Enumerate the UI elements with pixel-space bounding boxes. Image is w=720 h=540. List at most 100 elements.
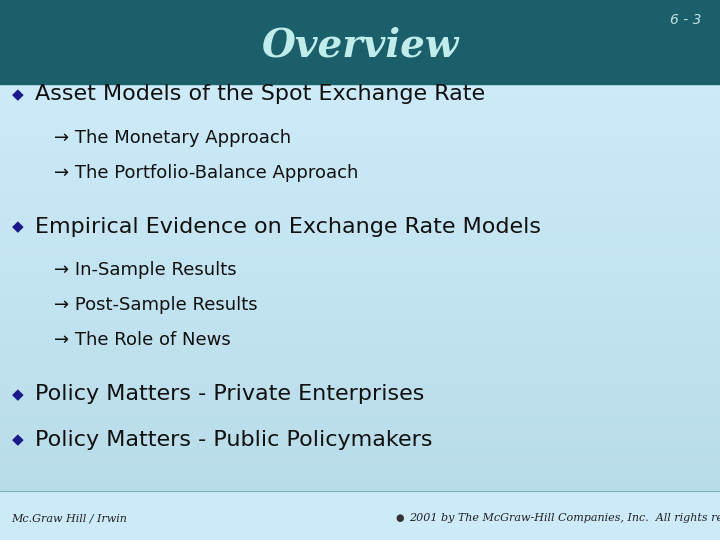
Bar [0,208,720,210]
Text: Overview: Overview [261,27,459,65]
Bar [0,157,720,159]
Bar [0,161,720,163]
Bar [0,249,720,251]
Bar [0,134,720,137]
Bar [0,477,720,479]
Text: Policy Matters - Public Policymakers: Policy Matters - Public Policymakers [35,430,432,450]
Text: ◆: ◆ [12,387,24,402]
Bar [0,106,720,108]
Bar [0,487,720,489]
Text: → The Portfolio-Balance Approach: → The Portfolio-Balance Approach [54,164,359,182]
Bar [0,404,720,406]
Bar [0,226,720,228]
Bar [0,255,720,257]
Bar [0,461,720,463]
Bar [0,449,720,450]
Bar [0,192,720,194]
Bar [0,145,720,147]
Bar [0,279,720,281]
Bar [0,430,720,433]
Bar [0,84,720,86]
Bar [0,450,720,453]
Bar [0,133,720,134]
Bar [0,120,720,123]
Bar [0,302,720,304]
Bar [0,242,720,245]
Bar [0,149,720,151]
Bar [0,418,720,420]
Bar [0,247,720,249]
Text: → The Role of News: → The Role of News [54,331,230,349]
Bar [0,237,720,239]
Bar [0,143,720,145]
Bar [0,118,720,120]
Bar [0,324,720,326]
Bar [0,241,720,242]
Bar [0,306,720,308]
Bar [0,436,720,438]
Bar [0,273,720,275]
Bar [0,123,720,125]
Text: 2001 by The McGraw-Hill Companies, Inc.  All rights reserved.: 2001 by The McGraw-Hill Companies, Inc. … [409,513,720,523]
Bar [0,459,720,461]
Bar [0,141,720,143]
Bar [0,100,720,102]
Bar [0,153,720,155]
Bar [0,102,720,104]
Bar [0,491,720,540]
Bar [0,386,720,387]
Bar [0,308,720,310]
Bar [0,165,720,167]
Bar [0,406,720,408]
Bar [0,108,720,110]
Bar [0,194,720,196]
Bar [0,129,720,131]
Bar [0,434,720,436]
Bar [0,473,720,475]
Bar [0,318,720,320]
Bar [0,377,720,379]
Bar [0,214,720,216]
Bar [0,379,720,381]
Bar [0,483,720,485]
Bar [0,471,720,473]
Bar [0,96,720,98]
Bar [0,159,720,161]
Bar [0,381,720,383]
Bar [0,333,720,334]
Bar [0,228,720,231]
Bar [0,234,720,237]
Bar [0,292,720,294]
Text: ◆: ◆ [12,219,24,234]
Bar [0,410,720,412]
Text: → Post-Sample Results: → Post-Sample Results [54,296,258,314]
Bar [0,269,720,271]
Bar [0,116,720,118]
Bar [0,92,720,94]
Bar [0,371,720,373]
Bar [0,212,720,214]
Bar [0,392,720,394]
Bar [0,281,720,284]
Bar [0,353,720,355]
Bar [0,367,720,369]
Bar [0,339,720,341]
Bar [0,412,720,414]
Bar [0,257,720,259]
Bar [0,278,720,279]
Bar [0,86,720,88]
Bar [0,114,720,116]
Bar [0,489,720,491]
Bar [0,98,720,100]
Bar [0,426,720,428]
Bar [0,408,720,410]
Bar [0,198,720,200]
Bar [0,475,720,477]
Bar [0,365,720,367]
Bar [0,457,720,459]
Bar [0,287,720,289]
Bar [0,345,720,347]
Bar [0,104,720,106]
Text: → In-Sample Results: → In-Sample Results [54,261,237,279]
Bar [0,231,720,233]
